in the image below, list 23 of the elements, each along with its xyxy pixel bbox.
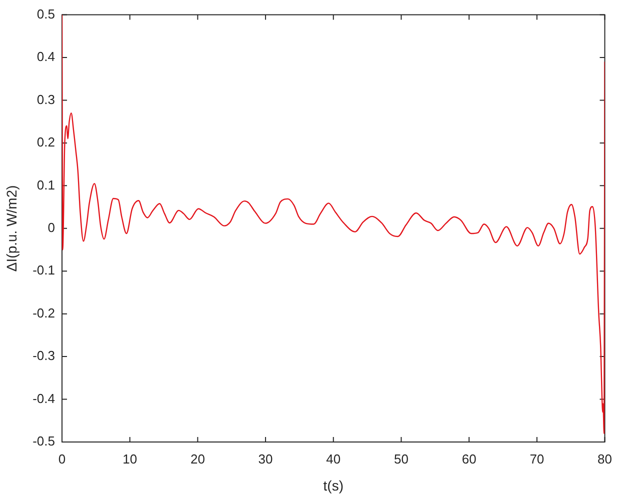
y-tick-label: -0.3 <box>32 348 55 364</box>
x-tick-label: 50 <box>394 451 408 466</box>
x-tick-label: 60 <box>462 451 476 466</box>
y-tick-label: 0.3 <box>36 92 55 107</box>
x-tick-label: 0 <box>58 451 66 466</box>
y-tick-label: 0 <box>48 220 55 235</box>
y-tick-label: -0.2 <box>32 305 55 320</box>
x-tick-label: 70 <box>530 451 544 466</box>
x-tick-label: 10 <box>122 451 138 466</box>
y-tick-label: -0.4 <box>32 390 55 406</box>
line-series <box>62 14 605 434</box>
y-tick-label: 0.5 <box>36 6 55 22</box>
y-tick-label: 0.4 <box>36 49 55 64</box>
x-tick-label: 80 <box>598 451 612 466</box>
y-tick-label: -0.5 <box>32 434 55 449</box>
x-axis-title: t(s) <box>323 477 344 494</box>
x-tick-label: 30 <box>258 451 273 466</box>
y-tick-label: -0.1 <box>32 262 55 278</box>
y-axis-title: ΔI(p.u. W/m2) <box>3 185 20 272</box>
y-tick-label: 0.1 <box>36 177 55 192</box>
x-tick-label: 40 <box>326 451 341 466</box>
x-tick-label: 20 <box>190 451 205 466</box>
y-tick-label: 0.2 <box>36 134 55 150</box>
